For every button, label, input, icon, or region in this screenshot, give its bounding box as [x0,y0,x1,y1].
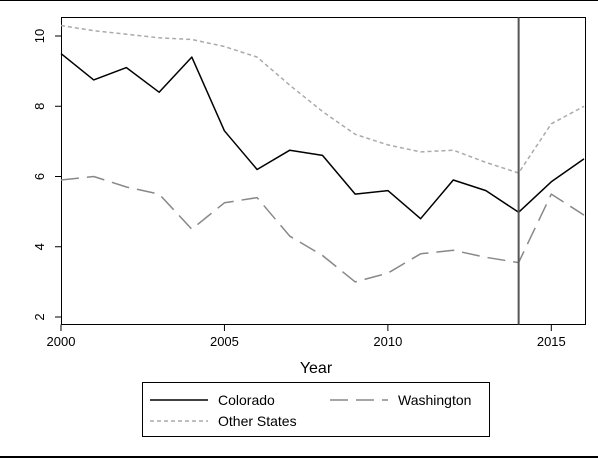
y-axis: 2 4 6 8 10 [32,29,62,321]
legend-label: Colorado [218,392,275,408]
x-axis-title: Year [300,360,333,377]
x-tick-label: 2015 [537,334,566,349]
figure-bottom-rule [0,456,598,458]
y-tick-label: 4 [32,243,47,250]
y-tick-label: 6 [32,173,47,180]
figure-top-rule [0,0,598,1]
plot-frame [61,17,586,325]
legend: Colorado Washington Other States [142,382,490,437]
legend-label: Washington [398,392,471,408]
x-tick-label: 2010 [373,334,402,349]
series-line-washington [60,175,585,283]
y-tick-label: 8 [32,103,47,110]
y-tick-label: 10 [32,29,47,43]
x-axis: 2000 2005 2010 2015 [47,324,566,349]
y-tick-label: 2 [32,313,47,320]
series-line-other-states [60,24,585,174]
x-tick-label: 2000 [47,334,76,349]
legend-label: Other States [218,413,297,429]
legend-box [142,382,490,437]
series-line-colorado [60,53,585,220]
x-tick-label: 2005 [210,334,239,349]
series-layer [60,24,585,283]
